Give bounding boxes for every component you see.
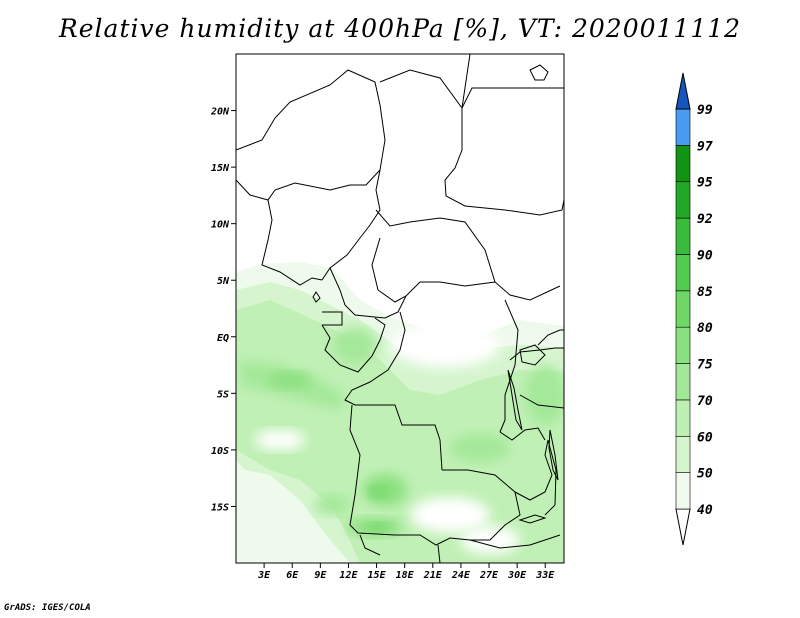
lon-tick-label: 30E bbox=[507, 570, 527, 581]
border-line bbox=[321, 169, 381, 281]
rh-field-70 bbox=[525, 365, 564, 425]
lat-tick-label: 10S bbox=[211, 446, 229, 457]
colorbar-level-label: 85 bbox=[697, 285, 713, 300]
footer-credit: GrADS: IGES/COLA bbox=[4, 603, 91, 613]
border-line bbox=[461, 87, 564, 109]
lon-tick-label: 21E bbox=[423, 570, 443, 581]
colorbar-level-label: 60 bbox=[697, 430, 713, 445]
map-title: Relative humidity at 400hPa [%], VT: 202… bbox=[58, 14, 742, 43]
lat-tick-label: EQ bbox=[217, 333, 229, 344]
colorbar-swatch bbox=[675, 435, 691, 473]
lat-tick-label: 15S bbox=[211, 502, 229, 513]
rh-gap bbox=[390, 323, 500, 367]
colorbar-swatch bbox=[675, 363, 691, 401]
colorbar-level-label: 97 bbox=[697, 139, 713, 154]
lon-tick-label: 3E bbox=[257, 570, 271, 581]
colorbar-level-label: 50 bbox=[697, 467, 713, 482]
border-line bbox=[469, 534, 561, 549]
colorbar-swatch bbox=[675, 145, 691, 183]
rh-field-80 bbox=[366, 523, 390, 531]
latitude-axis: 20N 15N 10N 5N EQ 5S 10S 15S bbox=[210, 107, 236, 513]
border-line bbox=[322, 311, 343, 326]
humidity-map: 3E 6E 9E 12E 15E 18E 21E 24E 27E 30E 33E 20N 15N 10N… bbox=[210, 53, 713, 581]
rh-field-80 bbox=[370, 486, 386, 498]
country-borders bbox=[236, 54, 564, 563]
border-line bbox=[519, 394, 564, 409]
border-line bbox=[537, 329, 564, 346]
lake-outline bbox=[519, 344, 546, 366]
border-line bbox=[499, 427, 546, 441]
rh-gap bbox=[410, 497, 490, 533]
lon-tick-label: 12E bbox=[339, 570, 358, 581]
colorbar-level-label: 95 bbox=[697, 176, 713, 191]
rh-field-60 bbox=[236, 300, 564, 563]
lon-tick-label: 33E bbox=[535, 570, 555, 581]
lat-tick-label: 10N bbox=[211, 220, 230, 231]
lake-outline bbox=[507, 369, 523, 431]
rh-field-70 bbox=[450, 434, 510, 462]
border-line bbox=[344, 311, 443, 471]
colorbar-swatch bbox=[675, 290, 691, 328]
border-line bbox=[349, 404, 471, 546]
rh-field-75 bbox=[268, 372, 312, 388]
colorbar: 40 50 60 70 75 80 85 90 92 95 97 99 bbox=[675, 72, 713, 546]
border-line bbox=[261, 199, 323, 286]
border-line bbox=[329, 267, 407, 319]
colorbar-swatch bbox=[675, 254, 691, 292]
colorbar-high-arrow bbox=[675, 72, 691, 110]
rh-field-70 bbox=[333, 327, 377, 363]
lon-tick-label: 6E bbox=[286, 570, 299, 581]
border-line bbox=[442, 469, 521, 541]
border-line bbox=[371, 237, 496, 303]
rh-gap bbox=[255, 430, 305, 450]
colorbar-level-label: 92 bbox=[697, 212, 713, 227]
border-line bbox=[514, 439, 557, 516]
colorbar-level-label: 70 bbox=[697, 394, 713, 409]
colorbar-swatch bbox=[675, 326, 691, 364]
lon-tick-label: 24E bbox=[451, 570, 471, 581]
lon-tick-label: 9E bbox=[314, 570, 327, 581]
border-line bbox=[321, 317, 386, 373]
lon-tick-label: 18E bbox=[396, 570, 415, 581]
colorbar-level-label: 80 bbox=[697, 321, 713, 336]
border-line bbox=[236, 69, 386, 201]
lon-tick-label: 15E bbox=[368, 570, 387, 581]
longitude-axis: 3E 6E 9E 12E 15E 18E 21E 24E 27E 30E 33E bbox=[257, 563, 555, 581]
island-outline bbox=[312, 291, 321, 303]
colorbar-swatch bbox=[675, 217, 691, 255]
colorbar-low-arrow bbox=[675, 508, 691, 546]
colorbar-level-label: 90 bbox=[697, 248, 713, 263]
border-line bbox=[444, 108, 564, 216]
border-line bbox=[379, 54, 471, 110]
border-line bbox=[359, 534, 381, 556]
lat-tick-label: 20N bbox=[210, 107, 230, 118]
colorbar-level-label: 40 bbox=[697, 503, 713, 518]
lon-tick-label: 27E bbox=[479, 570, 499, 581]
border-line bbox=[375, 209, 561, 301]
lat-tick-label: 5S bbox=[217, 389, 229, 400]
map-frame bbox=[235, 53, 565, 564]
colorbar-level-label: 75 bbox=[697, 358, 713, 373]
colorbar-swatch bbox=[675, 399, 691, 437]
lat-tick-label: 5N bbox=[217, 276, 230, 287]
colorbar-swatch bbox=[675, 181, 691, 219]
lake-outline bbox=[518, 514, 547, 524]
border-line bbox=[437, 544, 441, 563]
colorbar-level-label: 99 bbox=[697, 103, 713, 118]
rh-field-75 bbox=[314, 495, 350, 515]
colorbar-swatch bbox=[675, 472, 691, 510]
lake-outline bbox=[548, 429, 559, 481]
island-outline bbox=[529, 64, 549, 81]
colorbar-swatch bbox=[675, 108, 691, 146]
lat-tick-label: 15N bbox=[211, 163, 230, 174]
